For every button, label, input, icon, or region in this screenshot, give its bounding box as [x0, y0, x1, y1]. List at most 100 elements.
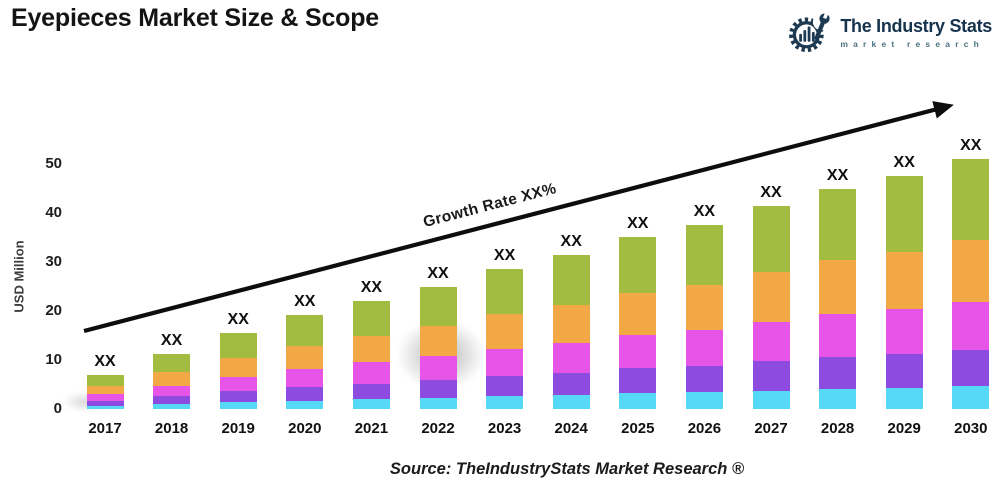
bar-2026-segment-purple	[685, 365, 723, 393]
bar-2020-segment-cyan	[286, 400, 324, 409]
x-tick-label-2017: 2017	[88, 420, 122, 437]
bar-2019-segment-cyan	[219, 402, 257, 409]
bar-2023-segment-green	[486, 268, 524, 315]
bar-2025-segment-orange	[619, 292, 657, 336]
bar-2022-segment-green	[419, 286, 457, 327]
bar-2021-segment-magenta	[352, 362, 390, 384]
bar-2027-segment-purple	[752, 361, 790, 391]
bar-2024	[552, 255, 590, 409]
bar-2018	[153, 354, 191, 409]
x-tick-label-2026: 2026	[687, 420, 722, 437]
bar-2024-segment-orange	[552, 305, 590, 343]
bar-value-label-2022: XX	[427, 264, 449, 282]
x-tick-label-2018: 2018	[154, 420, 189, 437]
bar-2024-segment-magenta	[552, 342, 590, 373]
bar-2028-segment-green	[819, 188, 857, 261]
bar-2019-segment-green	[219, 333, 257, 359]
bar-value-label-2020: XX	[294, 293, 316, 311]
x-tick-label-2030: 2030	[954, 420, 988, 437]
bar-2028-segment-cyan	[819, 388, 857, 409]
bar-2028-segment-orange	[819, 260, 857, 314]
bar-2020-segment-orange	[286, 345, 324, 369]
bar-2017-segment-orange	[86, 385, 124, 395]
x-tick-label-2028: 2028	[820, 420, 855, 437]
bar-2019-segment-orange	[219, 358, 257, 377]
y-tick-label-20: 20	[45, 302, 62, 319]
bar-2018-segment-green	[153, 354, 191, 373]
bar-2027-segment-green	[752, 205, 790, 272]
y-tick-label-30: 30	[45, 253, 62, 270]
bar-2025-segment-green	[619, 237, 657, 293]
x-tick-label-2024: 2024	[554, 420, 588, 437]
x-tick-label-2025: 2025	[621, 420, 655, 437]
page-title: Eyepieces Market Size & Scope	[11, 4, 379, 32]
bar-value-label-2028: XX	[826, 166, 849, 184]
bar-2027-segment-magenta	[752, 321, 790, 362]
bar-2026-segment-cyan	[685, 392, 723, 409]
bar-2018-segment-orange	[153, 372, 191, 386]
bar-2023-segment-cyan	[486, 396, 524, 409]
gear-wrench-chart-logo-icon	[789, 11, 831, 53]
logo-text: The Industry Stats market research	[840, 16, 992, 49]
bar-2029-segment-orange	[885, 251, 923, 309]
bar-2025-segment-magenta	[619, 335, 657, 369]
bar-2021-segment-orange	[352, 336, 390, 363]
bar-2026	[685, 225, 723, 409]
bar-2025-segment-cyan	[619, 393, 657, 409]
bar-2025	[619, 237, 657, 409]
bar-2022-segment-cyan	[419, 397, 457, 409]
bar-2018-segment-magenta	[153, 385, 191, 397]
bar-value-label-2023: XX	[493, 246, 516, 264]
bar-value-label-2027: XX	[760, 183, 782, 201]
bar-2020-segment-green	[286, 315, 324, 346]
bar-2030-segment-cyan	[952, 386, 990, 409]
logo-tagline: market research	[840, 38, 985, 49]
bar-value-label-2026: XX	[693, 203, 716, 221]
bar-2023-segment-magenta	[486, 348, 524, 377]
bar-2030	[952, 159, 990, 409]
bar-value-label-2029: XX	[893, 154, 915, 172]
bar-2022-segment-magenta	[419, 356, 457, 381]
bar-2028	[819, 188, 857, 409]
bar-2027-segment-orange	[752, 271, 790, 322]
bar-2022	[419, 286, 457, 409]
y-tick-label-40: 40	[45, 204, 62, 221]
bar-2020-segment-magenta	[286, 368, 324, 387]
bar-2023	[486, 268, 524, 409]
bar-2030-segment-magenta	[952, 301, 990, 351]
bar-2017	[86, 374, 124, 409]
x-tick-label-2022: 2022	[421, 420, 455, 437]
bar-2025-segment-purple	[619, 368, 657, 394]
bar-2024-segment-cyan	[552, 395, 590, 409]
growth-rate-annotation: Growth Rate XX%	[421, 180, 559, 231]
bar-2026-segment-orange	[685, 285, 723, 331]
bar-2027	[752, 205, 790, 409]
bar-2021-segment-cyan	[352, 399, 390, 409]
logo-wrench-icon	[814, 11, 831, 41]
bar-2020-segment-purple	[286, 386, 324, 401]
logo-name: The Industry Stats	[840, 15, 992, 36]
bar-2028-segment-purple	[819, 357, 857, 389]
bar-2029-segment-magenta	[885, 308, 923, 355]
bar-2024-segment-green	[552, 255, 590, 306]
bar-value-label-2030: XX	[960, 137, 982, 155]
logo-bar-chart-icon	[799, 26, 816, 42]
bar-2017-segment-cyan	[86, 406, 124, 409]
y-tick-label-0: 0	[53, 400, 62, 417]
bar-2018-segment-cyan	[153, 404, 191, 409]
bar-2017-segment-green	[86, 374, 124, 386]
x-tick-label-2023: 2023	[487, 420, 522, 437]
y-tick-label-50: 50	[45, 155, 62, 172]
bar-value-label-2021: XX	[360, 278, 383, 296]
bar-2027-segment-cyan	[752, 390, 790, 409]
bar-value-label-2018: XX	[160, 332, 183, 350]
x-tick-label-2020: 2020	[288, 420, 322, 437]
bar-2030-segment-green	[952, 159, 990, 241]
bar-2019	[219, 333, 257, 409]
bar-2021	[352, 300, 390, 409]
bar-2021-segment-green	[352, 300, 390, 337]
bar-value-label-2017: XX	[94, 352, 116, 370]
bar-value-label-2024: XX	[560, 233, 582, 251]
bar-2020	[286, 315, 324, 409]
source-attribution: Source: TheIndustryStats Market Research…	[389, 460, 745, 478]
